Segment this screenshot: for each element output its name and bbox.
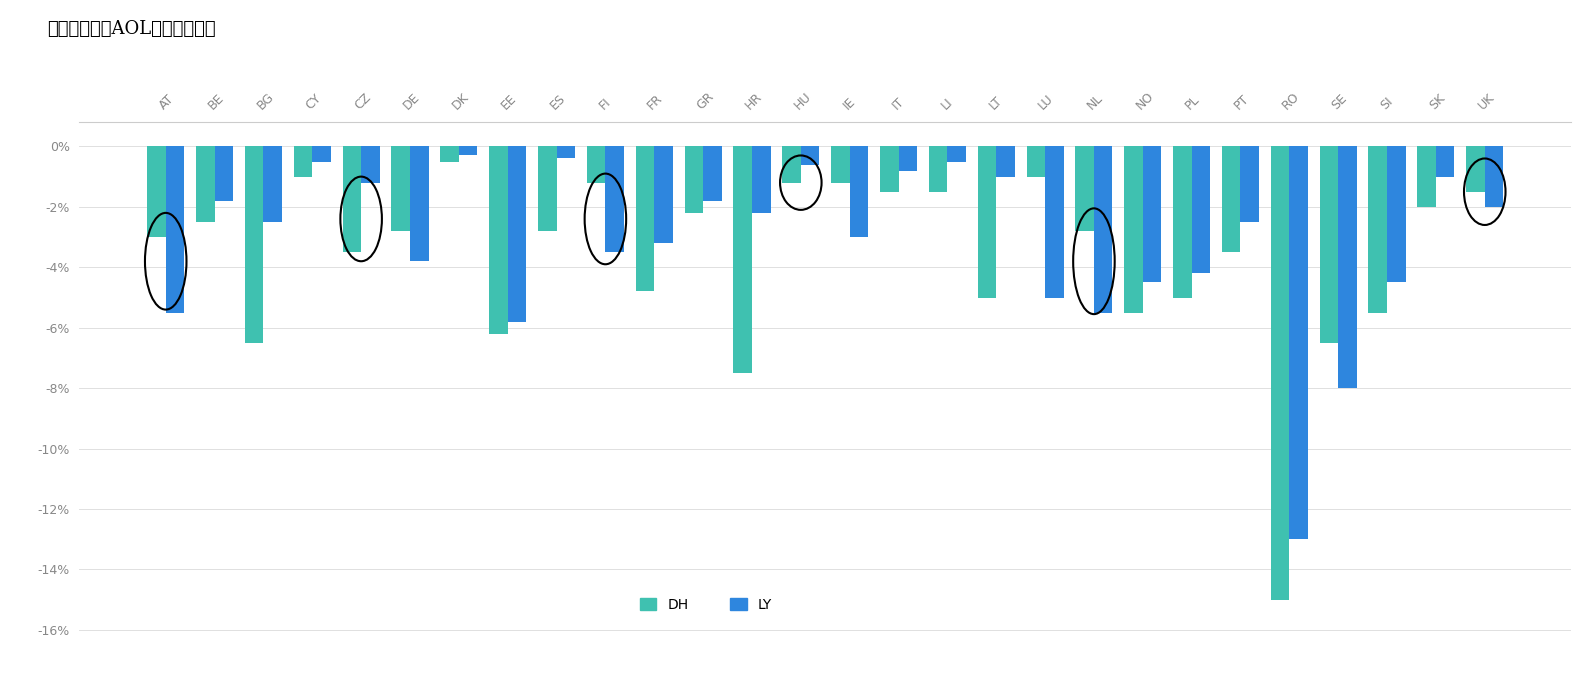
Bar [197,147,214,222]
Bar [832,147,849,183]
Bar [440,147,459,162]
Bar [928,147,947,191]
Bar [1338,147,1357,388]
Bar [557,147,574,158]
Bar [898,147,917,170]
Bar [1222,147,1241,252]
Bar [1417,147,1436,207]
Bar [849,147,868,237]
Bar [752,147,771,213]
Bar [1192,147,1211,274]
Bar [165,147,184,312]
Bar [782,147,801,183]
Bar [1368,147,1387,312]
Bar [605,147,624,252]
Bar [508,147,527,322]
Bar [409,147,428,261]
Bar [343,147,362,252]
Bar [1076,147,1093,231]
Bar [978,147,997,297]
Bar [1320,147,1338,343]
Bar [1466,147,1485,191]
Bar [947,147,966,162]
Bar [1093,147,1112,312]
Bar [1124,147,1143,312]
Bar [148,147,165,237]
Bar [1027,147,1046,177]
Bar [733,147,752,373]
Bar [1173,147,1192,297]
Bar [538,147,557,231]
Bar [654,147,673,243]
Bar [587,147,605,183]
Bar [997,147,1014,177]
Bar [244,147,263,343]
Bar [636,147,654,291]
Bar [313,147,330,162]
Bar [1271,147,1289,600]
Text: 図表　国別のAOL比率への影響: 図表 国別のAOL比率への影響 [48,20,216,39]
Legend: DH, LY: DH, LY [635,592,778,617]
Bar [263,147,282,222]
Bar [801,147,819,164]
Bar [1241,147,1258,222]
Bar [1436,147,1454,177]
Bar [362,147,379,183]
Bar [1289,147,1308,539]
Bar [294,147,313,177]
Bar [703,147,722,201]
Bar [1485,147,1503,207]
Bar [1046,147,1063,297]
Bar [879,147,898,191]
Bar [489,147,508,334]
Bar [392,147,409,231]
Bar [459,147,478,155]
Bar [1387,147,1406,282]
Bar [1143,147,1162,282]
Bar [214,147,233,201]
Bar [684,147,703,213]
